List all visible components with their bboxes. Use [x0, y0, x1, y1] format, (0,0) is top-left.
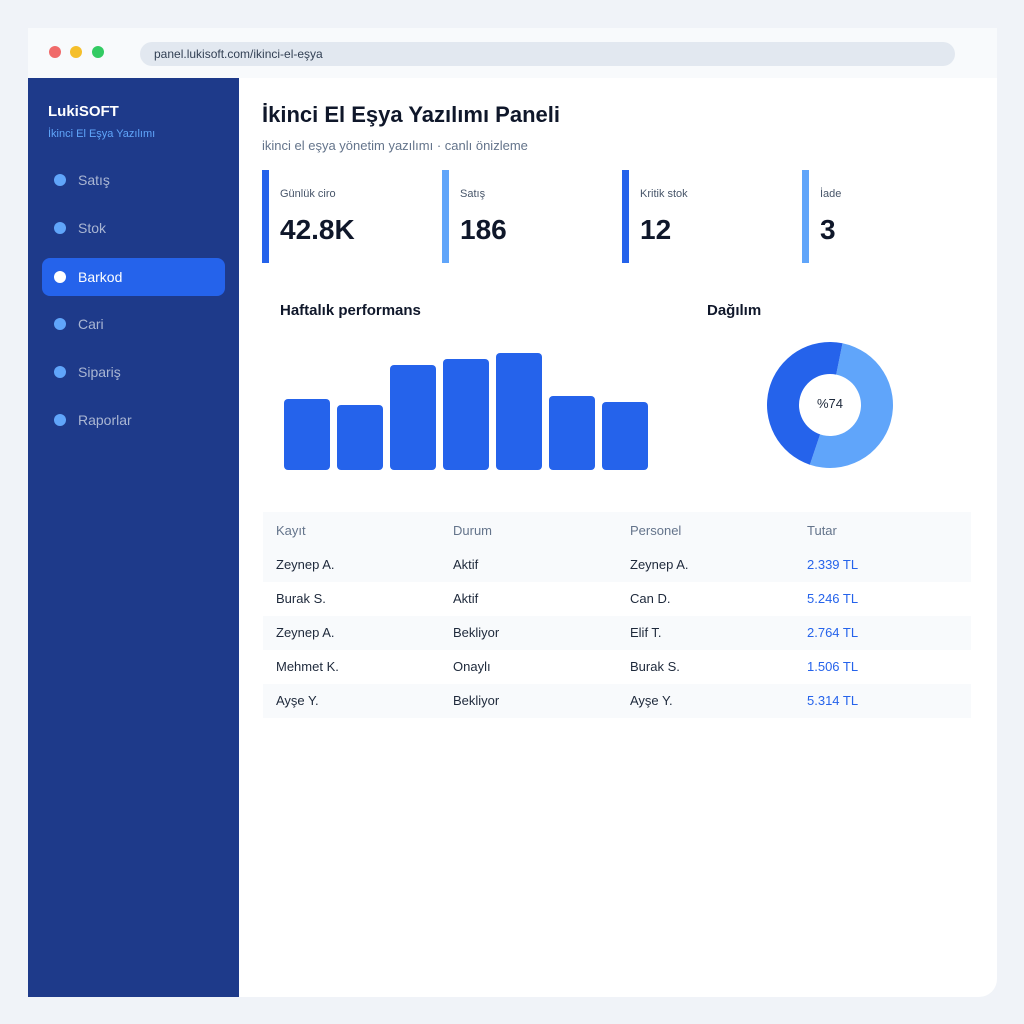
cell-durum: Bekliyor: [453, 693, 500, 708]
table-row[interactable]: Zeynep A. Aktif Zeynep A. 2.339 TL: [263, 548, 971, 582]
stat-label: Kritik stok: [640, 188, 688, 200]
cell-kayit: Zeynep A.: [276, 557, 335, 572]
column-header-tutar[interactable]: Tutar: [807, 523, 837, 538]
stat-value: 186: [460, 214, 507, 245]
stat-label: İade: [820, 188, 842, 200]
cell-tutar: 1.506 TL: [807, 659, 859, 674]
chart-bar: [337, 405, 383, 470]
stat-card-iade: İade 3: [802, 170, 972, 263]
chart-bar: [284, 399, 330, 470]
chart-bar: [549, 396, 595, 470]
stat-card-kritik-stok: Kritik stok 12: [622, 170, 792, 263]
bullet-icon: [54, 414, 66, 426]
stat-value: 42.8K: [280, 214, 355, 245]
stat-accent-bar: [262, 170, 269, 263]
donut-center-label: %74: [816, 396, 844, 411]
close-window-button[interactable]: [49, 46, 61, 58]
cell-kayit: Zeynep A.: [276, 625, 335, 640]
stat-value: 3: [820, 214, 836, 245]
bullet-icon: [54, 318, 66, 330]
table-header-row: Kayıt Durum Personel Tutar: [263, 512, 971, 548]
bullet-icon: [54, 271, 66, 283]
stat-value: 12: [640, 214, 672, 245]
sidebar: LukiSOFT İkinci El Eşya Yazılımı Satış S…: [28, 78, 239, 997]
stat-card-satis: Satış 186: [442, 170, 612, 263]
cell-personel: Zeynep A.: [630, 557, 689, 572]
table-row[interactable]: Zeynep A. Bekliyor Elif T. 2.764 TL: [263, 616, 971, 650]
column-header-durum[interactable]: Durum: [453, 523, 493, 538]
column-header-personel[interactable]: Personel: [630, 523, 682, 538]
cell-kayit: Ayşe Y.: [276, 693, 319, 708]
table-row[interactable]: Ayşe Y. Bekliyor Ayşe Y. 5.314 TL: [263, 684, 971, 718]
cell-tutar: 5.246 TL: [807, 591, 859, 606]
sidebar-item-cari[interactable]: Cari: [42, 305, 225, 343]
sidebar-item-satis[interactable]: Satış: [42, 161, 225, 199]
bullet-icon: [54, 366, 66, 378]
sidebar-item-label: Raporlar: [78, 412, 132, 428]
performance-chart-title: Haftalık performans: [280, 302, 421, 319]
distribution-chart-title: Dağılım: [707, 302, 762, 319]
browser-titlebar: panel.lukisoft.com/ikinci-el-eşya: [28, 28, 997, 78]
cell-tutar: 5.314 TL: [807, 693, 859, 708]
records-table: Kayıt Durum Personel Tutar Zeynep A. Akt…: [263, 512, 971, 718]
stat-accent-bar: [622, 170, 629, 263]
brand-logo-text: LukiSOFT: [48, 103, 119, 120]
minimize-window-button[interactable]: [70, 46, 82, 58]
cell-kayit: Burak S.: [276, 591, 326, 606]
sidebar-item-raporlar[interactable]: Raporlar: [42, 401, 225, 439]
main-content: İkinci El Eşya Yazılımı Paneli ikinci el…: [239, 78, 997, 997]
sidebar-item-siparis[interactable]: Sipariş: [42, 353, 225, 391]
chart-bar: [390, 365, 436, 470]
sidebar-item-barkod[interactable]: Barkod: [42, 258, 225, 296]
sidebar-item-label: Cari: [78, 316, 104, 332]
column-header-kayit[interactable]: Kayıt: [276, 523, 306, 538]
sidebar-item-label: Sipariş: [78, 364, 121, 380]
sidebar-item-label: Satış: [78, 172, 110, 188]
table-row[interactable]: Mehmet K. Onaylı Burak S. 1.506 TL: [263, 650, 971, 684]
cell-durum: Aktif: [453, 557, 479, 572]
stat-card-gunluk-ciro: Günlük ciro 42.8K: [262, 170, 432, 263]
maximize-window-button[interactable]: [92, 46, 104, 58]
table-row[interactable]: Burak S. Aktif Can D. 5.246 TL: [263, 582, 971, 616]
sidebar-item-label: Barkod: [78, 269, 123, 285]
sidebar-item-stok[interactable]: Stok: [42, 209, 225, 247]
chart-bar: [602, 402, 648, 470]
weekly-performance-bar-chart: [284, 348, 654, 470]
browser-window: panel.lukisoft.com/ikinci-el-eşya LukiSO…: [28, 28, 997, 997]
bullet-icon: [54, 222, 66, 234]
stat-accent-bar: [442, 170, 449, 263]
cell-personel: Can D.: [630, 591, 671, 606]
address-bar[interactable]: panel.lukisoft.com/ikinci-el-eşya: [140, 42, 955, 66]
stat-label: Günlük ciro: [280, 188, 336, 200]
cell-tutar: 2.339 TL: [807, 557, 859, 572]
cell-kayit: Mehmet K.: [276, 659, 339, 674]
page-subtitle: ikinci el eşya yönetim yazılımı · canlı …: [262, 138, 528, 153]
donut-slice: [809, 343, 893, 468]
cell-tutar: 2.764 TL: [807, 625, 859, 640]
stat-label: Satış: [460, 188, 486, 200]
cell-personel: Burak S.: [630, 659, 680, 674]
bullet-icon: [54, 174, 66, 186]
sidebar-item-label: Stok: [78, 220, 107, 236]
stat-accent-bar: [802, 170, 809, 263]
chart-bar: [443, 359, 489, 470]
cell-durum: Aktif: [453, 591, 479, 606]
cell-personel: Ayşe Y.: [630, 693, 673, 708]
donut-slice: [766, 341, 843, 465]
cell-durum: Onaylı: [453, 659, 491, 674]
brand-subtitle: İkinci El Eşya Yazılımı: [48, 128, 156, 140]
cell-personel: Elif T.: [630, 625, 662, 640]
distribution-donut-chart: [766, 341, 893, 468]
page-title: İkinci El Eşya Yazılımı Paneli: [262, 102, 560, 127]
cell-durum: Bekliyor: [453, 625, 500, 640]
chart-bar: [496, 353, 542, 470]
